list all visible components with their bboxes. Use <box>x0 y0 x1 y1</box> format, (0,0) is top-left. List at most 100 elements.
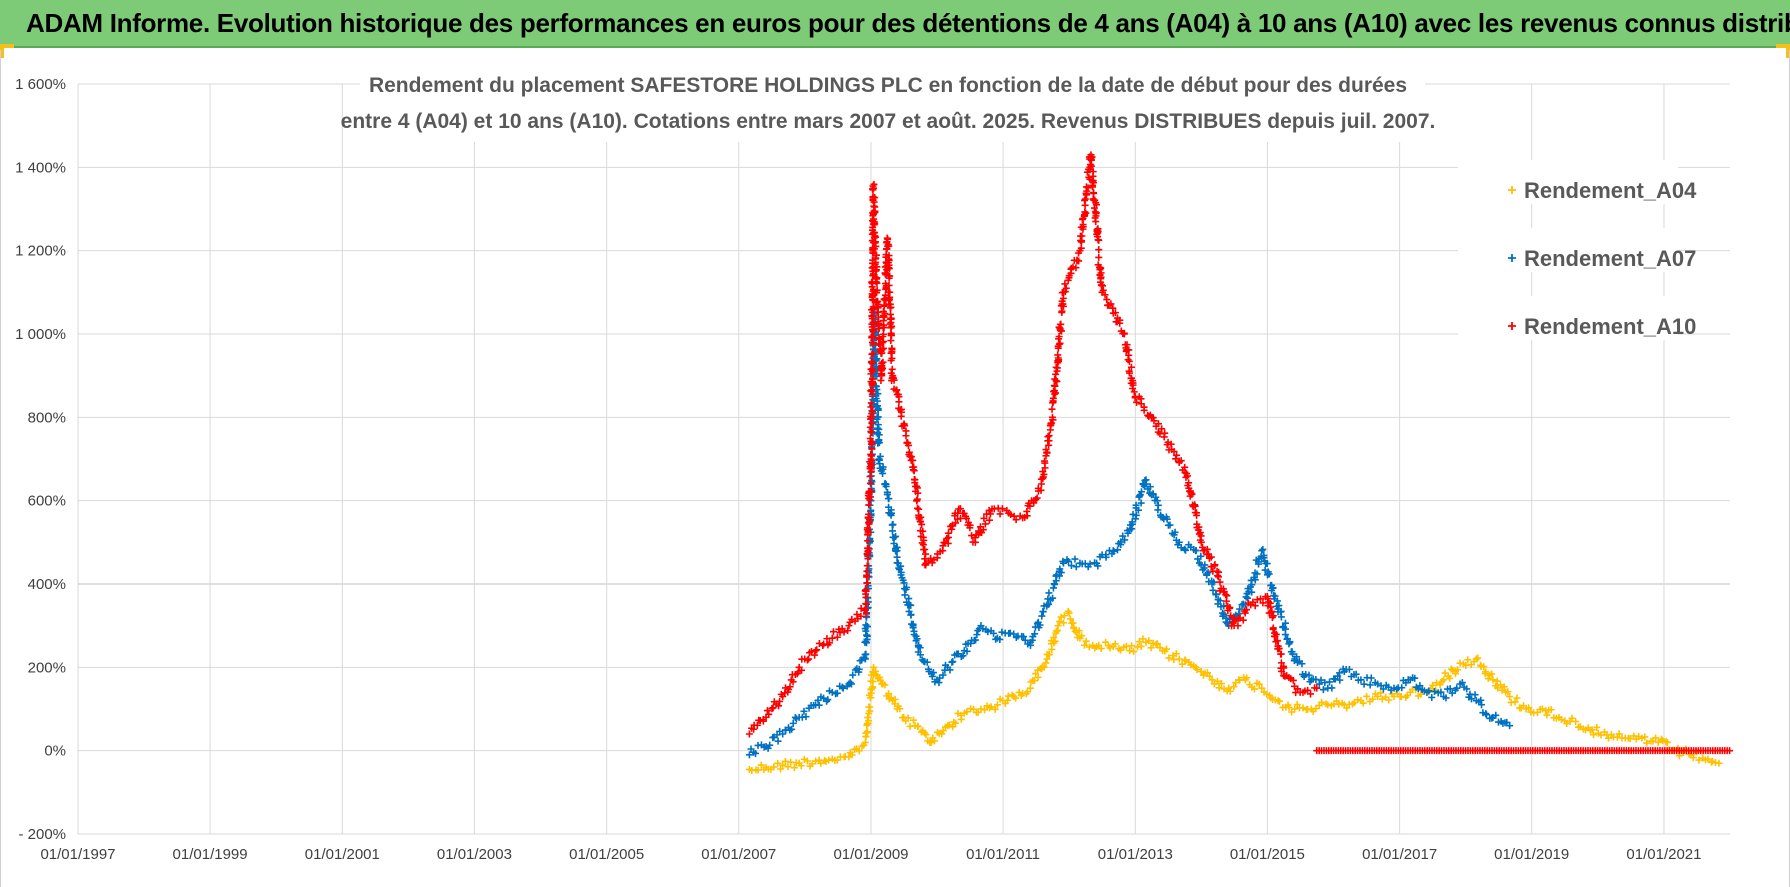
data-point <box>1216 597 1224 605</box>
data-point <box>1127 363 1135 371</box>
data-point <box>1059 559 1067 567</box>
data-point <box>1568 714 1576 722</box>
data-point <box>1244 594 1251 602</box>
data-point <box>1010 630 1018 638</box>
data-point <box>1106 644 1114 652</box>
data-point <box>1226 687 1234 695</box>
data-point <box>868 386 876 394</box>
data-point <box>1128 642 1136 650</box>
data-point <box>775 702 783 710</box>
data-point <box>1605 734 1613 742</box>
data-point <box>897 562 905 570</box>
data-point <box>766 741 774 749</box>
data-point <box>1061 288 1069 296</box>
data-point <box>869 349 877 357</box>
data-point <box>1094 236 1102 244</box>
data-point <box>1360 680 1368 688</box>
data-point <box>887 337 895 345</box>
data-point <box>868 419 876 427</box>
data-point <box>875 456 883 464</box>
data-point <box>1654 738 1662 746</box>
data-point <box>957 514 965 522</box>
data-point <box>1273 597 1281 605</box>
chart-title-background <box>360 66 1425 142</box>
data-point <box>1049 416 1057 424</box>
data-point <box>1265 570 1273 578</box>
data-point <box>1034 673 1042 681</box>
data-point <box>1126 647 1134 655</box>
x-tick-label: 01/01/2003 <box>437 846 512 863</box>
data-point <box>885 242 893 250</box>
data-point <box>922 731 930 739</box>
data-point <box>862 627 870 635</box>
data-point <box>878 359 886 367</box>
data-point <box>888 347 896 355</box>
data-point <box>803 656 811 664</box>
data-point <box>1021 636 1029 644</box>
data-point <box>1463 685 1471 693</box>
data-point <box>1040 663 1048 671</box>
legend-marker <box>1508 322 1516 330</box>
data-point <box>1200 564 1208 572</box>
data-point <box>1045 437 1053 445</box>
data-point <box>815 701 823 709</box>
data-point <box>914 723 922 731</box>
data-point <box>1110 547 1118 555</box>
data-point <box>1125 357 1133 365</box>
data-point <box>893 547 901 555</box>
data-point <box>959 652 967 660</box>
data-point <box>1039 473 1047 481</box>
data-point <box>867 440 875 448</box>
data-point <box>1084 184 1092 192</box>
data-point <box>985 516 993 524</box>
data-point <box>1453 666 1461 674</box>
legend-label: Rendement_A04 <box>1524 178 1697 203</box>
data-point <box>1248 588 1256 596</box>
data-point <box>1269 584 1277 592</box>
data-point <box>1124 356 1132 364</box>
data-point <box>1130 388 1138 396</box>
data-point <box>1207 563 1215 571</box>
data-point <box>885 281 893 289</box>
data-point <box>1289 676 1297 684</box>
data-point <box>1037 486 1045 494</box>
data-point <box>1379 685 1387 693</box>
data-point <box>916 517 924 525</box>
data-point <box>1137 488 1145 496</box>
data-point <box>1057 569 1065 577</box>
data-point <box>1165 654 1173 662</box>
data-point <box>1483 711 1490 719</box>
data-point <box>877 376 885 384</box>
data-point <box>1111 309 1119 317</box>
data-point <box>1067 562 1075 570</box>
data-point <box>1059 302 1067 310</box>
y-tick-label: 1 000% <box>15 326 66 343</box>
data-point <box>1047 419 1055 427</box>
x-tick-label: 01/01/2015 <box>1230 846 1305 863</box>
data-point <box>938 730 946 738</box>
data-point <box>833 633 841 641</box>
data-point <box>863 728 871 736</box>
data-point <box>1072 563 1080 571</box>
data-point <box>789 678 797 686</box>
report-title: ADAM Informe. Evolution historique des p… <box>26 7 1790 38</box>
data-point <box>1089 176 1097 184</box>
data-point <box>1588 726 1596 734</box>
data-point <box>1447 665 1455 673</box>
report-header: ADAM Informe. Evolution historique des p… <box>0 0 1790 48</box>
data-point <box>1075 257 1083 265</box>
data-point <box>1689 754 1697 762</box>
data-point <box>789 719 797 727</box>
data-point <box>1206 672 1214 680</box>
data-point <box>1087 156 1095 164</box>
data-point <box>915 505 923 513</box>
data-point <box>1259 599 1267 607</box>
data-point <box>1060 612 1068 620</box>
data-point <box>886 300 894 308</box>
data-point <box>1065 274 1073 282</box>
data-point <box>1243 606 1251 614</box>
data-point <box>1269 625 1277 633</box>
legend-item-bg <box>1458 228 1678 272</box>
data-point <box>875 439 883 447</box>
data-point <box>1259 545 1267 553</box>
